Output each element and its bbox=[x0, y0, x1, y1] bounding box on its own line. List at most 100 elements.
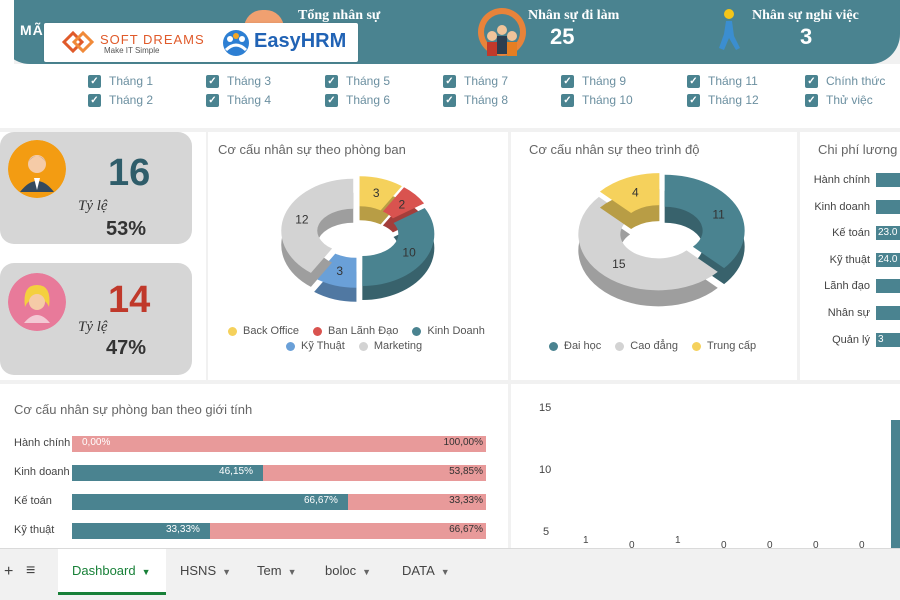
checkbox-icon: ✓ bbox=[206, 74, 219, 88]
column-value-label: 0 bbox=[721, 540, 727, 551]
male-card: 16 Tỷ lệ 53% bbox=[0, 132, 192, 244]
filter-panel: ✓ Tháng 1 ✓ Tháng 2 ✓ Tháng 3 ✓ Tháng 4 ✓ Thá… bbox=[0, 64, 900, 128]
salary-bar bbox=[876, 279, 900, 294]
filter-thang-9[interactable]: ✓ Tháng 9 bbox=[561, 74, 626, 88]
filter-label: Tháng 3 bbox=[227, 74, 272, 88]
donut-slice bbox=[382, 187, 425, 219]
salary-chart-title: Chi phí lương t bbox=[818, 142, 900, 157]
filter-thang-6[interactable]: ✓ Tháng 6 bbox=[325, 93, 390, 107]
gender-dept-category-label: Kế toán bbox=[14, 495, 52, 507]
gender-dept-title: Cơ cấu nhân sự phòng ban theo giới tính bbox=[14, 402, 253, 417]
y-tick-5: 5 bbox=[543, 526, 550, 538]
y-tick-10: 10 bbox=[539, 464, 552, 476]
donut-data-label: 3 bbox=[336, 264, 343, 278]
filter-thang-11[interactable]: ✓ Tháng 11 bbox=[687, 74, 758, 88]
filter-thang-2[interactable]: ✓ Tháng 2 bbox=[88, 93, 153, 107]
tab-hsns[interactable]: HSNS ▼ bbox=[180, 563, 232, 578]
filter-label: Chính thức bbox=[826, 74, 886, 88]
salary-bar: 24.0 bbox=[876, 252, 900, 267]
tab-tem[interactable]: Tem ▼ bbox=[257, 563, 297, 578]
filter-label: Tháng 8 bbox=[464, 93, 509, 107]
checkbox-icon: ✓ bbox=[687, 74, 700, 88]
header-edge bbox=[0, 0, 14, 64]
filter-label: Tháng 6 bbox=[346, 93, 391, 107]
filter-label: Tháng 5 bbox=[346, 74, 391, 88]
tab-boloc[interactable]: boloc ▼ bbox=[325, 563, 371, 578]
gender-dept-category-label: Kỹ thuật bbox=[14, 524, 55, 536]
column-value-label: 0 bbox=[859, 540, 865, 551]
donut-slice bbox=[599, 173, 660, 214]
donut-slice bbox=[359, 176, 402, 211]
donut-slice-side bbox=[382, 201, 425, 233]
dept-chart-title: Cơ cấu nhân sự theo phòng ban bbox=[218, 142, 406, 157]
logo-banner: SOFT DREAMS Make IT Simple EasyHRM bbox=[44, 23, 358, 62]
filter-label: Tháng 7 bbox=[464, 74, 509, 88]
salary-category-label: Kinh doanh bbox=[814, 200, 870, 213]
male-segment bbox=[72, 494, 348, 510]
add-sheet-icon[interactable]: + bbox=[4, 563, 14, 580]
male-value-label: 0,00% bbox=[82, 437, 111, 448]
female-value-label: 53,85% bbox=[449, 466, 483, 477]
filter-label: Tháng 10 bbox=[582, 93, 633, 107]
salary-category-label: Hành chính bbox=[813, 174, 870, 186]
male-value-label: 46,15% bbox=[219, 466, 253, 477]
donut-slice bbox=[314, 253, 357, 288]
filter-thang-8[interactable]: ✓ Tháng 8 bbox=[443, 93, 508, 107]
softdreams-logo-icon bbox=[61, 30, 95, 54]
salary-category-label: Kỹ thuật bbox=[829, 253, 870, 266]
edu-chart-title: Cơ cấu nhân sự theo trình độ bbox=[529, 142, 700, 157]
filter-thu-viec[interactable]: ✓ Thử việc bbox=[805, 93, 873, 107]
female-card: 14 Tỷ lệ 47% bbox=[0, 263, 192, 375]
sheet-menu-icon[interactable]: ≡ bbox=[26, 562, 36, 579]
donut-data-label: 4 bbox=[632, 186, 639, 200]
filter-thang-5[interactable]: ✓ Tháng 5 bbox=[325, 74, 390, 88]
filter-thang-4[interactable]: ✓ Tháng 4 bbox=[206, 93, 271, 107]
female-value-label: 100,00% bbox=[443, 437, 483, 448]
checkbox-icon: ✓ bbox=[805, 93, 818, 107]
checkbox-icon: ✓ bbox=[561, 93, 574, 107]
legend-dai-hoc: Đai học bbox=[549, 340, 601, 352]
male-value-label: 33,33% bbox=[165, 524, 200, 535]
legend-marketing: Marketing bbox=[358, 340, 422, 352]
filter-chinh-thuc[interactable]: ✓ Chính thức bbox=[805, 74, 885, 88]
filter-thang-3[interactable]: ✓ Tháng 3 bbox=[206, 74, 271, 88]
checkbox-icon: ✓ bbox=[805, 74, 818, 88]
dept-legend-row2: Kỹ Thuật Marketing bbox=[286, 340, 422, 352]
male-avatar-icon bbox=[8, 140, 66, 198]
sheet-tab-bar: + ≡ Dashboard ▼ HSNS ▼ Tem ▼ boloc ▼ DATA ▼ bbox=[0, 548, 900, 600]
filter-label: Tháng 1 bbox=[109, 74, 154, 88]
legend-back-office: Back Office bbox=[228, 325, 299, 337]
gender-dept-bar: 0,00% 100,00% bbox=[72, 436, 486, 452]
female-value-label: 33,33% bbox=[449, 495, 483, 506]
donut-data-label: 12 bbox=[295, 212, 309, 226]
donut-slice bbox=[281, 178, 354, 273]
active-tab-highlight bbox=[58, 549, 166, 595]
donut-data-label: 2 bbox=[399, 198, 406, 212]
checkbox-icon: ✓ bbox=[325, 74, 338, 88]
column-value-label: 0 bbox=[629, 540, 635, 551]
checkbox-icon: ✓ bbox=[561, 74, 574, 88]
donut-slice bbox=[664, 174, 745, 269]
gender-dept-category-label: Kinh doanh bbox=[14, 466, 70, 478]
female-value-label: 66,67% bbox=[449, 524, 483, 535]
donut-slice bbox=[578, 196, 718, 291]
filter-thang-1[interactable]: ✓ Tháng 1 bbox=[88, 74, 153, 88]
salary-bar: 23.0 bbox=[876, 226, 900, 241]
tab-data[interactable]: DATA ▼ bbox=[402, 563, 450, 578]
tab-dashboard[interactable]: Dashboard ▼ bbox=[72, 563, 151, 578]
working-staff-icon bbox=[478, 8, 526, 56]
column-value-label: 1 bbox=[675, 535, 681, 546]
checkbox-icon: ✓ bbox=[206, 93, 219, 107]
column-value-label: 1 bbox=[583, 535, 589, 546]
legend-ky-thuat: Kỹ Thuật bbox=[286, 340, 345, 352]
checkbox-icon: ✓ bbox=[88, 74, 101, 88]
filter-thang-10[interactable]: ✓ Tháng 10 bbox=[561, 93, 633, 107]
softdreams-tagline: Make IT Simple bbox=[104, 46, 160, 55]
male-value-label: 66,67% bbox=[304, 495, 338, 506]
filter-thang-12[interactable]: ✓ Tháng 12 bbox=[687, 93, 759, 107]
filter-thang-7[interactable]: ✓ Tháng 7 bbox=[443, 74, 508, 88]
kpi-resigned-value: 3 bbox=[800, 24, 813, 49]
edu-legend: Đai học Cao đẳng Trung cấp bbox=[549, 340, 756, 352]
edu-chart-panel: Cơ cấu nhân sự theo trình độ 11 15 4 Đai h… bbox=[511, 132, 797, 380]
